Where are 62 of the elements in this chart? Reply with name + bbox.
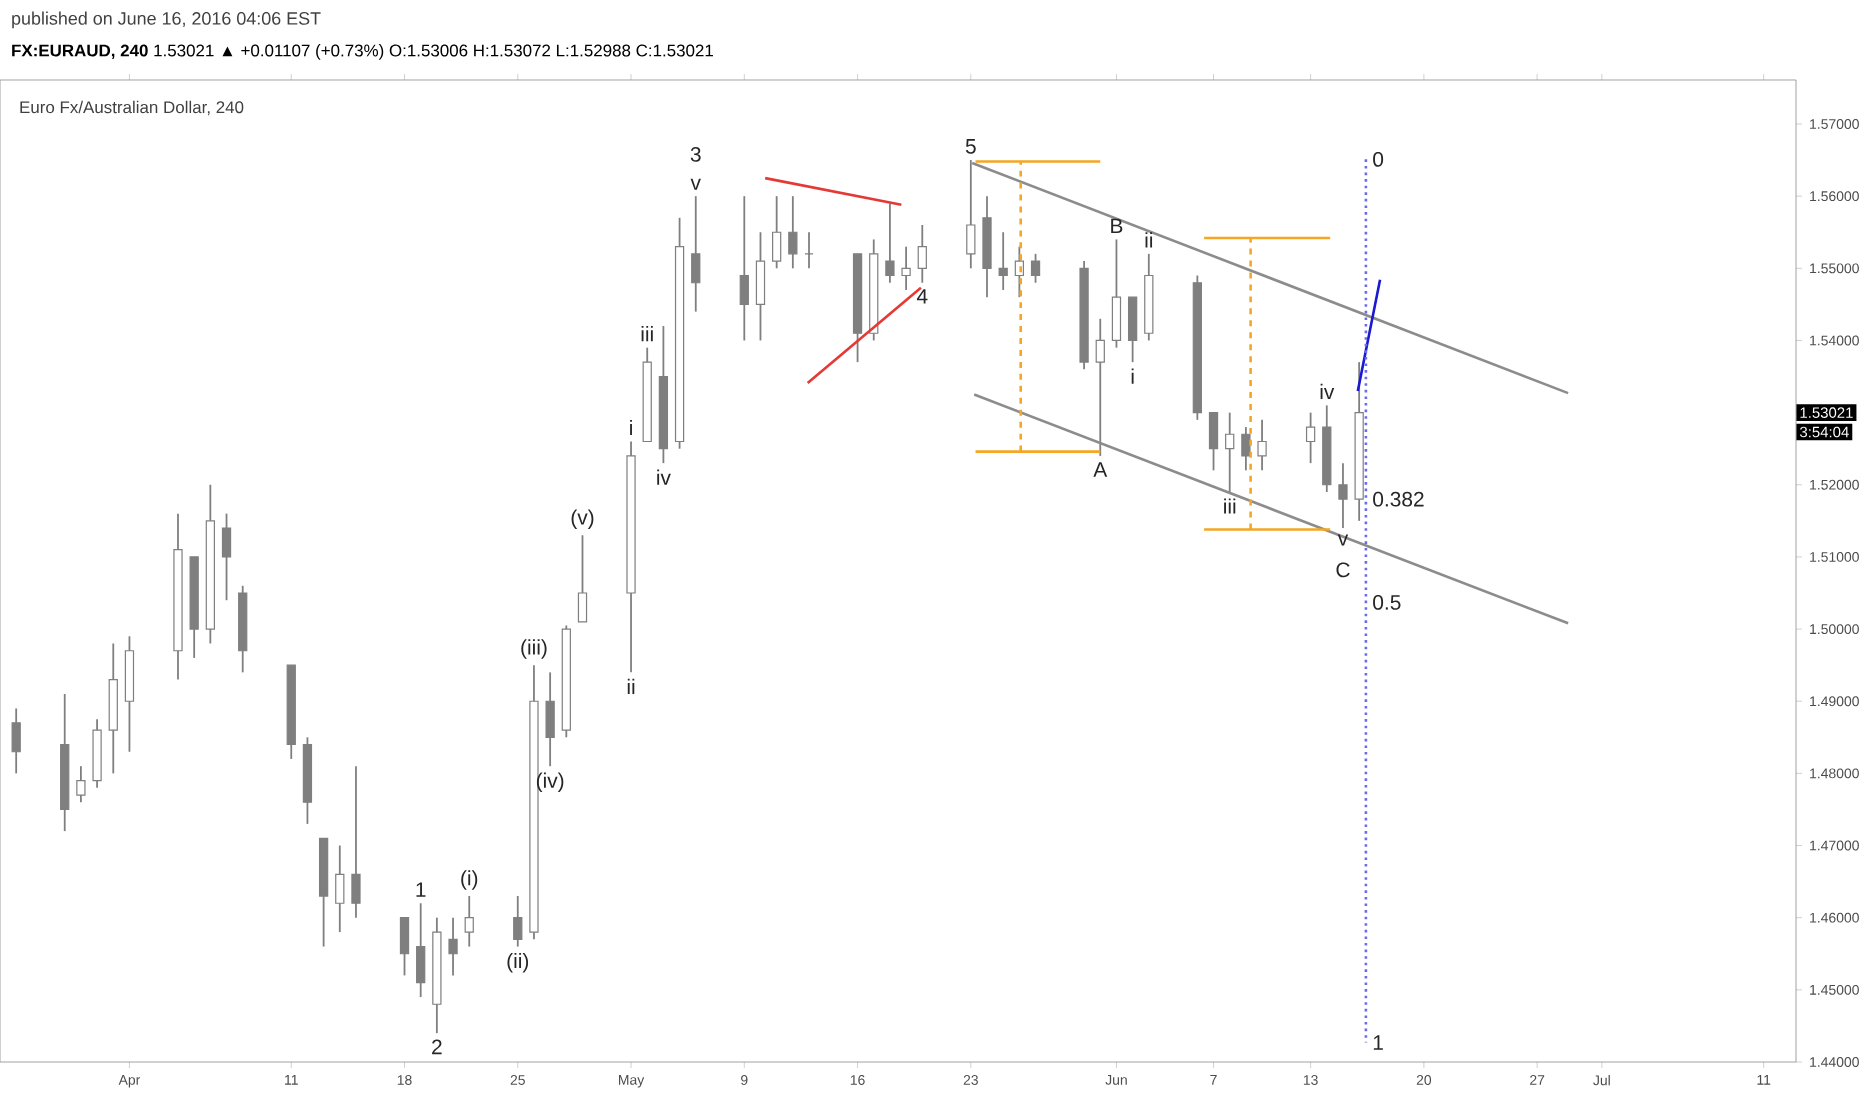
annotation: v — [690, 178, 701, 190]
text: published on June 16, 2016 04:06 EST — [12, 11, 321, 29]
candlestick — [351, 765, 361, 919]
candlestick — [448, 916, 458, 977]
annotation: (ii) — [507, 952, 529, 973]
candlestick — [464, 895, 474, 948]
candlestick — [1127, 296, 1138, 364]
annotation: C — [1336, 562, 1350, 578]
candlestick — [11, 707, 21, 775]
annotation: v — [1337, 534, 1349, 546]
annotation: (v) — [571, 509, 594, 529]
annotation: 0.382 — [1373, 491, 1424, 507]
annotation: iii — [641, 326, 653, 342]
candlestick — [1338, 462, 1348, 529]
candlestick — [1030, 252, 1041, 284]
annotation: 0 — [1373, 151, 1384, 167]
candlestick — [335, 844, 345, 934]
annotation: i — [630, 419, 632, 436]
candlestick — [1225, 411, 1235, 493]
annotation: (iv) — [536, 772, 564, 793]
candlestick — [901, 245, 911, 291]
candlestick — [788, 195, 798, 270]
candlestick — [691, 195, 701, 313]
annotation: 0.5 — [1373, 594, 1401, 610]
annotation: B — [1111, 218, 1123, 234]
text: Euro Fx/Australian Dollar, 240 — [20, 100, 244, 116]
candlestick — [966, 159, 976, 270]
candlestick — [885, 202, 895, 284]
candlestick — [1241, 426, 1251, 472]
annotation: 5 — [965, 139, 976, 154]
candlestick — [917, 224, 927, 284]
candlestick — [772, 195, 782, 270]
candlestick — [755, 231, 766, 342]
candlestick — [739, 195, 749, 342]
annotation: i — [1131, 368, 1134, 384]
annotation: ii — [1145, 232, 1153, 248]
candlestick — [998, 231, 1008, 291]
annotation: iv — [657, 469, 671, 485]
annotation: iv — [1320, 383, 1335, 399]
candlestick — [76, 765, 86, 804]
candlestick — [1095, 317, 1105, 457]
candlestick — [1257, 418, 1267, 472]
annotation: iii — [1224, 498, 1236, 514]
annotation: 4 — [916, 289, 928, 304]
candlestick — [1208, 411, 1219, 472]
candlestick — [577, 534, 588, 623]
annotation: A — [1093, 462, 1108, 477]
annotation: 3 — [690, 146, 701, 162]
candlestick — [221, 512, 232, 602]
candlestick — [1111, 238, 1122, 349]
candlestick — [399, 916, 410, 977]
annotation: ii — [627, 678, 635, 694]
candlestick — [416, 902, 426, 998]
annotation: (i) — [461, 870, 478, 890]
candlestick — [545, 671, 555, 768]
chart-subtitle: FX:EURAUD, 240 1.53021 ▲ +0.01107 (+0.73%) O:1.53006 H:1.53072 L:1.52988 C:1.53021 — [12, 44, 713, 60]
candlestick — [513, 895, 523, 948]
annotation: 2 — [432, 1039, 442, 1055]
annotation: (iii) — [521, 639, 547, 659]
annotation: 1 — [416, 882, 426, 897]
annotation: 1 — [1373, 1035, 1383, 1050]
candlestick — [1305, 411, 1316, 465]
